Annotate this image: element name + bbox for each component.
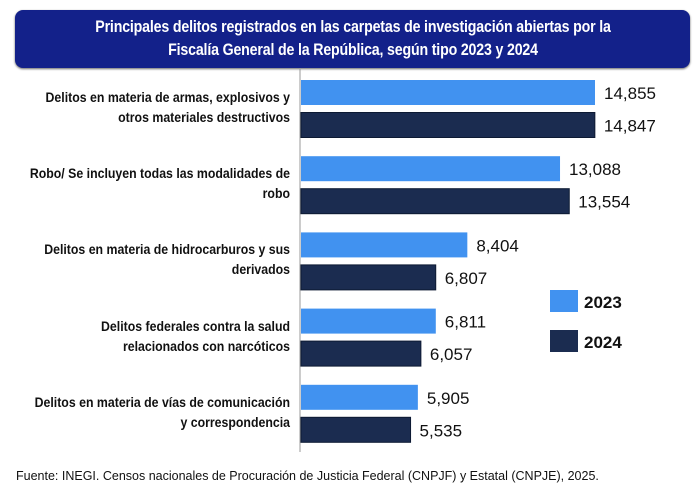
bar-2023 <box>301 80 595 105</box>
bar-2024 <box>300 340 422 367</box>
data-label-2023: 8,404 <box>476 236 519 255</box>
data-label-2023: 6,811 <box>445 313 486 332</box>
bar-2023 <box>301 308 436 334</box>
bar-2024 <box>300 112 596 138</box>
bar-2023 <box>301 156 561 182</box>
data-label-2024: 6,807 <box>445 269 488 288</box>
category-label: Delitos en materia de vías de comunicaci… <box>34 393 290 430</box>
legend-swatch-2024 <box>550 330 578 352</box>
bar-2024 <box>300 416 412 443</box>
data-label-2023: 5,905 <box>427 389 470 408</box>
bar-2024 <box>300 264 437 291</box>
category-label: Delitos federales contra la salud relaci… <box>101 317 291 354</box>
data-label-2024: 14,847 <box>604 117 656 136</box>
data-label-2024: 13,554 <box>578 193 630 212</box>
source-footer: Fuente: INEGI. Censos nacionales de Proc… <box>16 469 599 483</box>
legend-label-2024: 2024 <box>584 333 622 352</box>
data-label-2023: 13,088 <box>569 160 621 179</box>
bar-2023 <box>301 384 418 410</box>
category-label: Delitos en materia de armas, explosivos … <box>45 89 290 125</box>
bar-2024 <box>300 188 570 215</box>
title-banner: Principales delitos registrados en las c… <box>15 10 690 68</box>
category-label: Robo/ Se incluyen todas las modalidades … <box>29 165 291 202</box>
chart-title: Principales delitos registrados en las c… <box>94 18 611 59</box>
category-label: Delitos en materia de hidrocarburos y su… <box>44 241 290 278</box>
data-label-2024: 6,057 <box>430 345 473 364</box>
legend-swatch-2023 <box>550 290 578 312</box>
data-label-2023: 14,855 <box>604 84 656 103</box>
data-label-2024: 5,535 <box>420 421 463 440</box>
bar-2023 <box>301 232 468 258</box>
legend-label-2023: 2023 <box>584 293 622 312</box>
